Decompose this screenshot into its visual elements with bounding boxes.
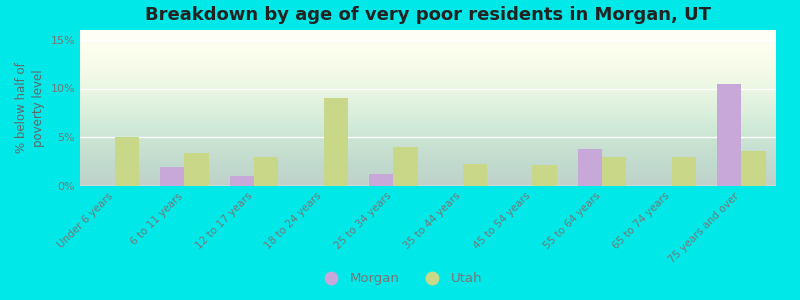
Bar bbox=[369, 174, 394, 186]
Bar bbox=[323, 98, 348, 186]
Bar bbox=[602, 157, 626, 186]
Bar bbox=[672, 157, 696, 186]
Bar bbox=[115, 137, 139, 186]
Bar bbox=[185, 153, 209, 186]
Bar bbox=[742, 151, 766, 186]
Bar bbox=[230, 176, 254, 186]
Bar bbox=[394, 147, 418, 186]
Bar bbox=[160, 167, 185, 186]
Bar bbox=[463, 164, 487, 186]
Bar bbox=[533, 164, 557, 186]
Title: Breakdown by age of very poor residents in Morgan, UT: Breakdown by age of very poor residents … bbox=[145, 6, 711, 24]
Bar bbox=[578, 149, 602, 186]
Bar bbox=[717, 84, 741, 186]
Y-axis label: % below half of
poverty level: % below half of poverty level bbox=[15, 63, 45, 153]
Legend: Morgan, Utah: Morgan, Utah bbox=[313, 267, 487, 290]
Bar bbox=[254, 157, 278, 186]
